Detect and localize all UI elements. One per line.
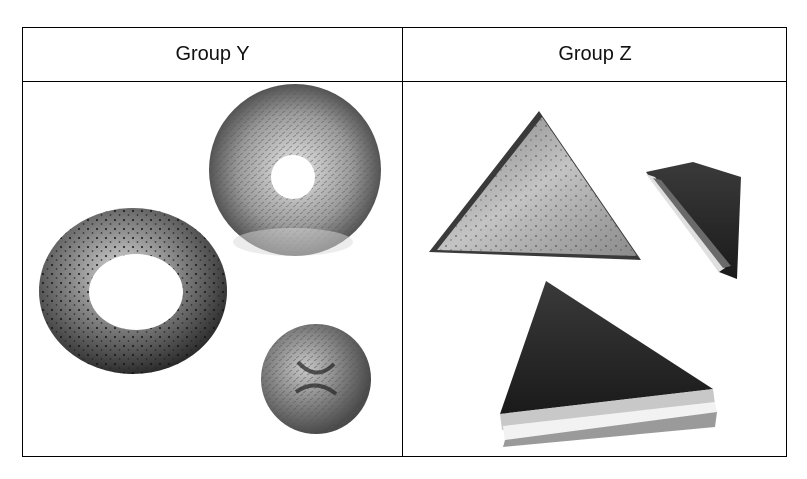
comparison-table: Group Y Group Z [22,27,787,457]
round-bread-ring [209,84,381,256]
group-y-cell [23,82,402,457]
triangle-bread-slice [429,111,641,260]
large-triangle-sandwich [500,281,717,447]
small-round-roll [261,324,371,434]
group-z-cell [403,82,787,457]
small-triangle-sandwich [646,162,741,279]
group-z-illustration [429,111,741,447]
group-z-header: Group Z [558,43,632,65]
bagel-with-seeds [39,208,227,374]
group-y-illustration [39,84,381,434]
column-divider [402,28,403,456]
header-divider [23,81,786,82]
group-y-header: Group Y [175,43,250,65]
